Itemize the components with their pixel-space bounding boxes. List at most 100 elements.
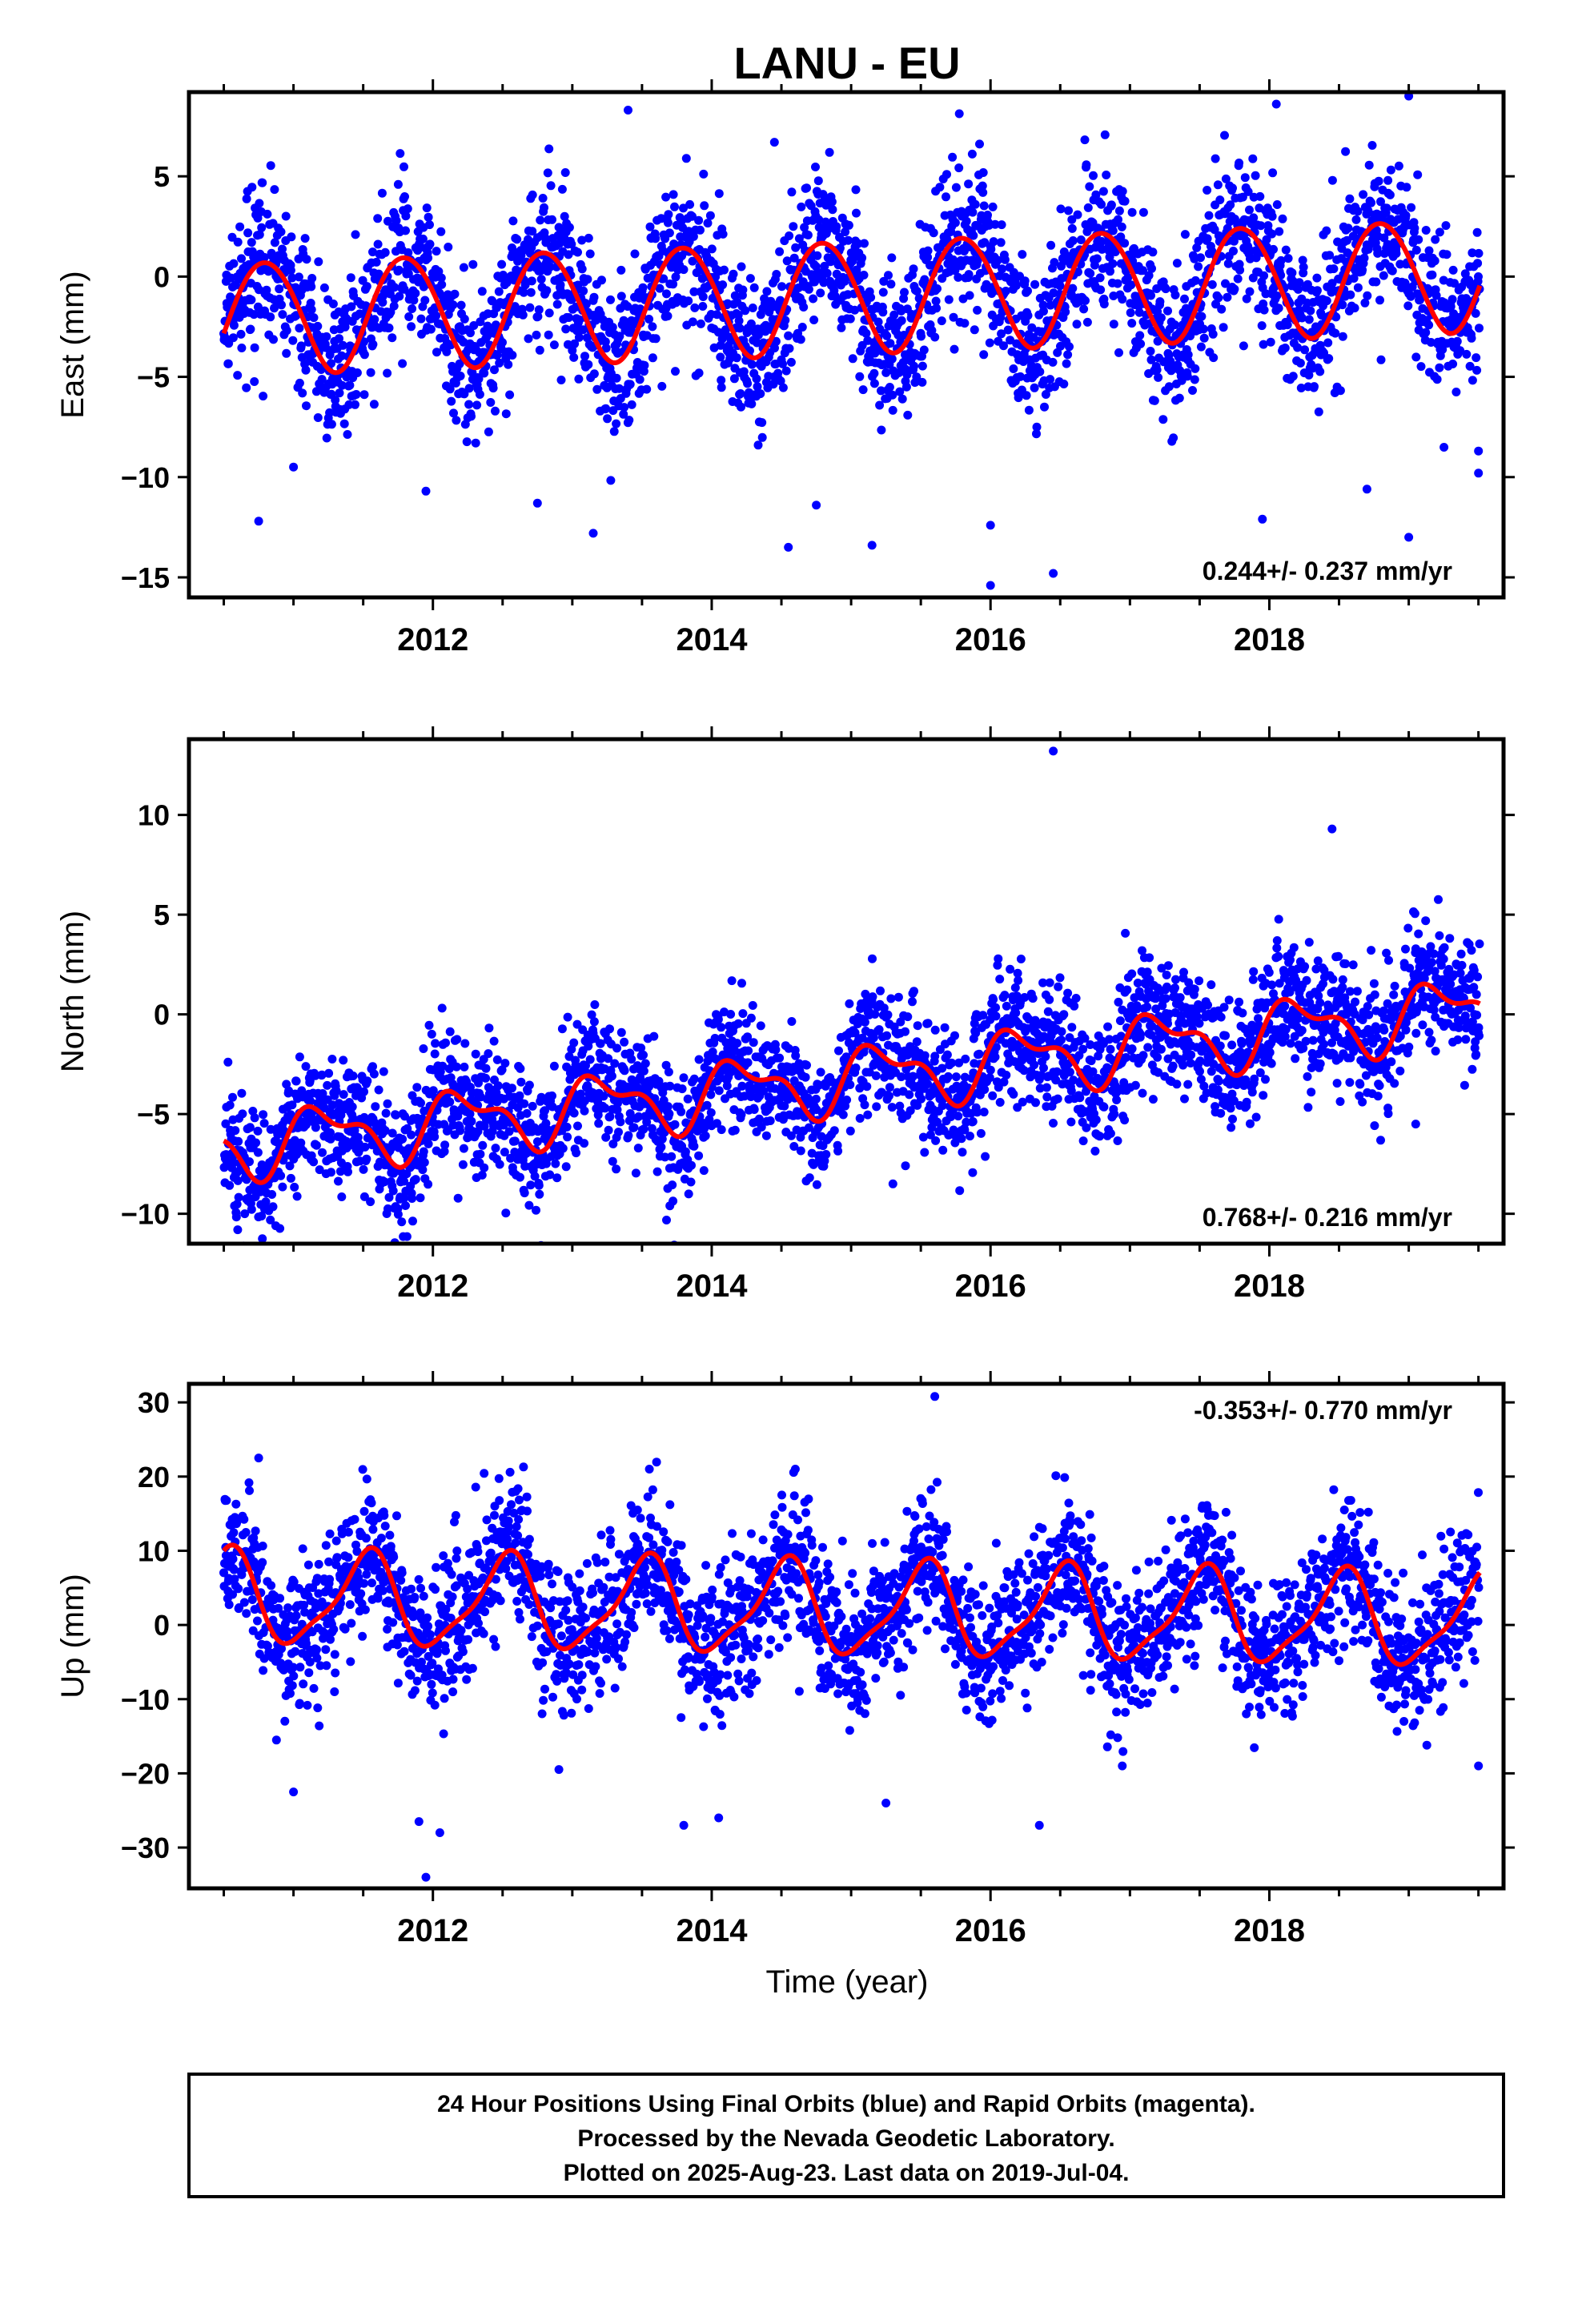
north-point	[845, 1080, 855, 1089]
north-point	[885, 1092, 893, 1100]
north-point	[1066, 1086, 1076, 1096]
east-point	[978, 168, 988, 177]
east-point	[965, 291, 974, 300]
north-point	[309, 1157, 319, 1167]
east-point	[1150, 396, 1159, 405]
east-point	[298, 388, 307, 398]
east-point	[1315, 367, 1325, 376]
east-point	[1027, 323, 1037, 332]
north-point	[497, 1065, 507, 1075]
east-point	[882, 331, 892, 340]
north-point	[600, 1104, 610, 1113]
east-point	[881, 368, 891, 377]
north-point	[456, 1126, 465, 1136]
east-point	[359, 337, 368, 347]
east-point	[369, 400, 379, 409]
east-point	[300, 234, 310, 243]
east-point	[753, 338, 761, 348]
east-point	[718, 280, 728, 290]
east-point	[1259, 271, 1269, 280]
east-point	[450, 289, 460, 299]
north-point	[976, 1128, 986, 1138]
east-point	[549, 340, 559, 350]
north-point	[604, 1125, 613, 1135]
east-point	[1102, 171, 1111, 179]
east-point	[259, 252, 269, 262]
north-point	[428, 1086, 438, 1096]
north-point	[863, 1110, 873, 1120]
north-point	[706, 1090, 716, 1100]
east-point	[1367, 198, 1376, 207]
east-point	[1134, 308, 1144, 317]
north-point	[540, 1106, 549, 1116]
east-point	[679, 265, 689, 275]
east-point	[486, 398, 496, 407]
east-point	[1106, 200, 1116, 210]
north-point	[424, 1139, 433, 1148]
north-point	[374, 1085, 383, 1095]
north-point	[612, 1105, 622, 1115]
east-point	[396, 149, 405, 159]
east-point	[1257, 321, 1267, 331]
north-point	[991, 1011, 1001, 1021]
east-point	[912, 372, 921, 382]
east-point	[343, 430, 352, 439]
east-point	[713, 328, 723, 337]
north-point	[437, 1003, 447, 1013]
east-point	[1020, 276, 1030, 286]
north-point	[453, 1112, 463, 1121]
north-point	[664, 1068, 673, 1077]
east-point	[257, 223, 267, 232]
east-point	[325, 408, 335, 417]
north-point	[634, 1112, 644, 1121]
east-point	[527, 276, 536, 286]
east-point	[1126, 308, 1135, 317]
north-point	[589, 1017, 599, 1027]
north-point	[681, 1147, 690, 1156]
east-point	[351, 390, 361, 399]
east-point	[564, 250, 573, 259]
north-point	[1065, 1068, 1074, 1077]
east-point	[1144, 271, 1154, 280]
north-point	[942, 1050, 952, 1059]
east-point	[1199, 324, 1208, 334]
east-point	[787, 187, 797, 197]
east-point	[998, 264, 1007, 274]
east-point	[967, 149, 977, 159]
north-point	[528, 1101, 537, 1111]
east-point	[1120, 196, 1130, 206]
east-point	[472, 400, 482, 410]
east-point	[579, 286, 588, 296]
north-point	[746, 1013, 756, 1023]
north-point	[733, 1039, 742, 1048]
north-point	[520, 1099, 529, 1108]
north-point	[569, 1038, 579, 1047]
east-point	[954, 163, 964, 173]
east-point	[1001, 287, 1010, 296]
north-point	[384, 1192, 394, 1202]
east-point	[306, 299, 315, 308]
east-point	[885, 339, 895, 348]
east-point	[1335, 386, 1345, 396]
east-point	[1221, 174, 1231, 183]
north-point	[961, 1054, 970, 1063]
north-point	[452, 1062, 461, 1072]
east-point	[407, 322, 416, 332]
east-point	[1219, 323, 1228, 332]
east-point	[949, 312, 958, 322]
east-point	[494, 287, 504, 296]
north-point	[253, 1126, 263, 1136]
east-point	[698, 302, 708, 311]
east-point	[640, 360, 649, 370]
north-point	[601, 1132, 611, 1142]
east-point	[345, 380, 355, 390]
north-point	[552, 1173, 562, 1183]
east-point	[469, 321, 479, 330]
east-point	[616, 265, 626, 275]
east-point	[923, 252, 933, 262]
north-point	[1049, 1119, 1058, 1128]
east-point	[954, 109, 964, 119]
east-point	[546, 181, 556, 191]
north-point	[610, 1059, 620, 1068]
east-point	[1323, 338, 1333, 348]
